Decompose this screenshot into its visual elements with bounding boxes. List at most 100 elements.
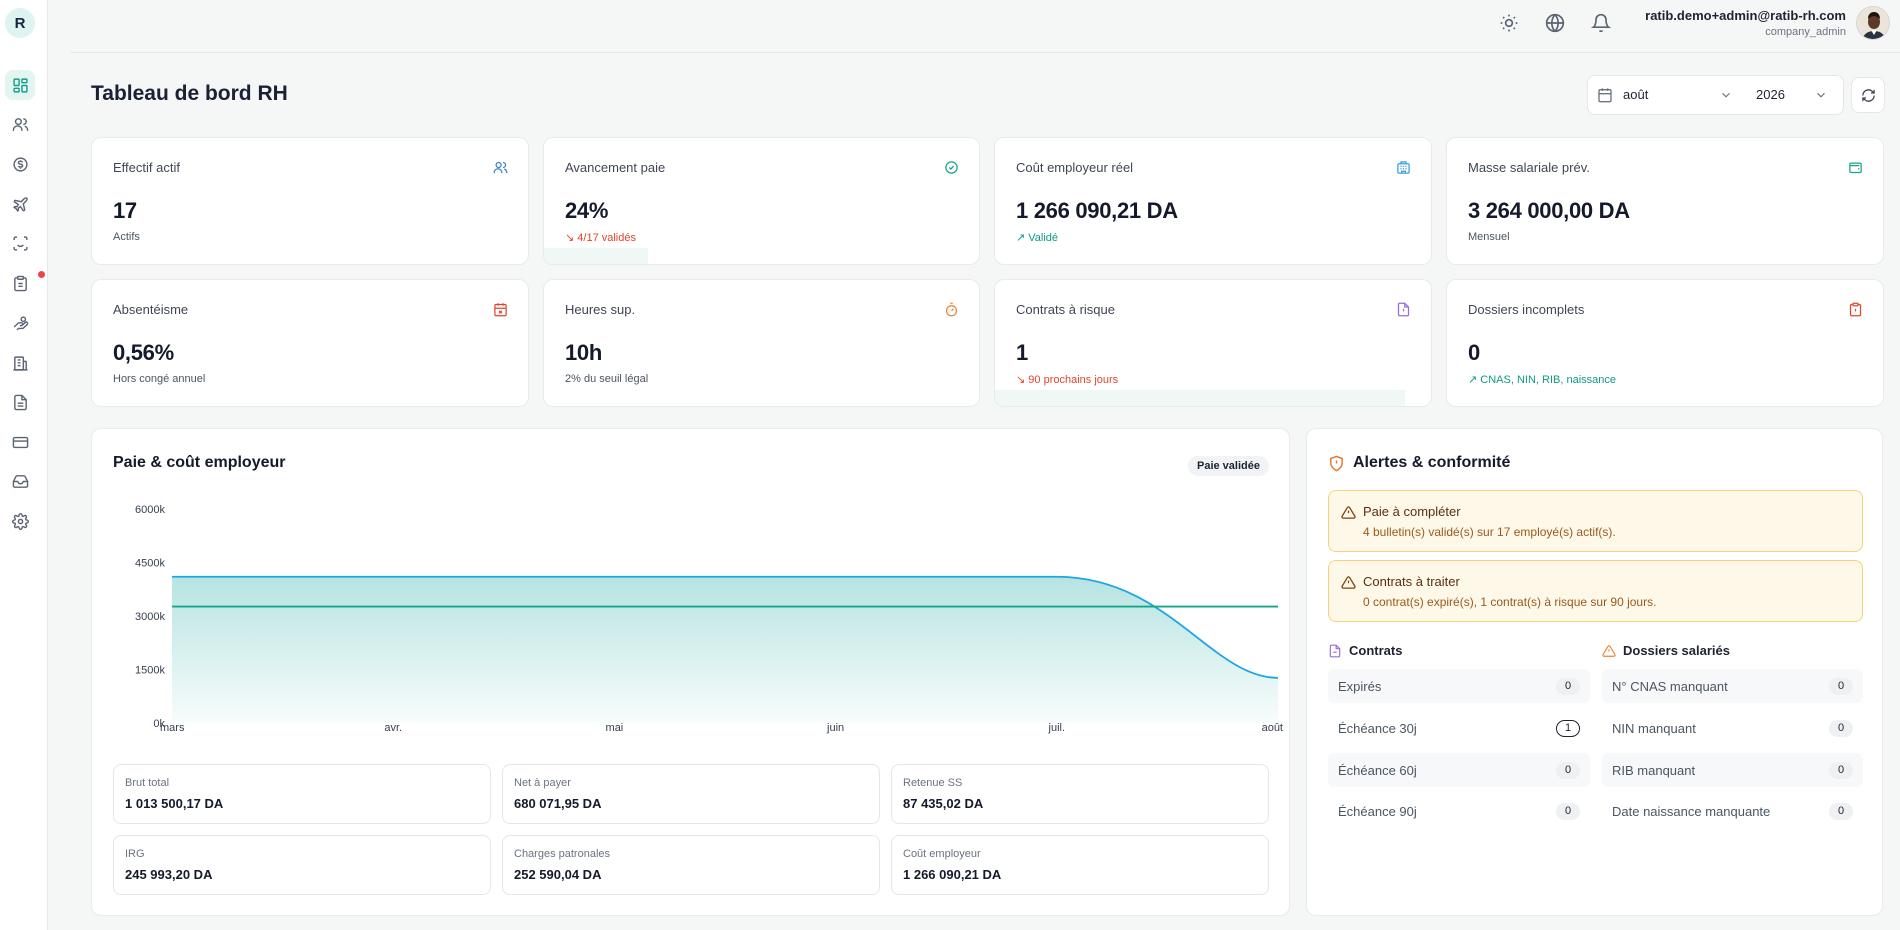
month-select[interactable]: août: [1623, 87, 1649, 102]
refresh-button[interactable]: [1851, 77, 1885, 113]
kpi-card-dossiers-incomplets[interactable]: Dossiers incomplets 0 ↗ CNAS, NIN, RIB, …: [1446, 279, 1884, 407]
dossier-row-rib[interactable]: RIB manquant 0: [1602, 753, 1863, 787]
stat-value: 1 013 500,17 DA: [125, 796, 224, 811]
count-badge: 0: [1829, 762, 1853, 779]
kpi-card-contrats-risque[interactable]: Contrats à risque 1 ↘ 90 prochains jours: [994, 279, 1432, 407]
notifications-button[interactable]: [1590, 13, 1612, 33]
app-logo[interactable]: R: [5, 8, 35, 38]
kpi-sub-text: 4/17 validés: [577, 232, 636, 244]
kpi-value: 3 264 000,00 DA: [1468, 198, 1630, 223]
sidebar-item-attendance[interactable]: [5, 228, 35, 258]
period-selector: août 2026: [1587, 75, 1844, 115]
kpi-card-avancement-paie[interactable]: Avancement paie 24% ↘ 4/17 validés: [543, 137, 980, 265]
kpi-label: Heures sup.: [565, 302, 636, 317]
avatar[interactable]: [1856, 6, 1890, 40]
sidebar-item-leaves[interactable]: [5, 189, 35, 219]
chart-title: Paie & coût employeur: [113, 454, 286, 471]
sidebar-item-tasks[interactable]: [5, 268, 35, 298]
alert-contrats[interactable]: Contrats à traiter 0 contrat(s) expiré(s…: [1328, 560, 1863, 622]
stat-card: Charges patronales 252 590,04 DA: [502, 835, 880, 895]
kpi-progress-track: [995, 390, 1405, 406]
contrat-row-90j[interactable]: Échéance 90j 0: [1328, 794, 1590, 828]
alert-title: Contrats à traiter: [1363, 574, 1460, 589]
kpi-sub: Hors congé annuel: [113, 373, 206, 385]
stat-value: 252 590,04 DA: [514, 867, 602, 882]
sidebar-item-payroll[interactable]: [5, 149, 35, 179]
check-circle-icon: [944, 160, 959, 175]
dossier-row-nin[interactable]: NIN manquant 0: [1602, 711, 1863, 745]
contrat-row-30j[interactable]: Échéance 30j 1: [1328, 711, 1590, 745]
kpi-card-effectif[interactable]: Effectif actif 17 Actifs: [91, 137, 529, 265]
kpi-sub-text: CNAS, NIN, RIB, naissance: [1480, 374, 1616, 386]
kpi-sub-text: 90 prochains jours: [1028, 374, 1119, 386]
x-tick-label: juil.: [1048, 722, 1066, 734]
row-label: RIB manquant: [1612, 763, 1696, 778]
user-email[interactable]: ratib.demo+admin@ratib-rh.com: [1645, 8, 1846, 23]
y-tick-label: 6000k: [135, 504, 165, 516]
stat-label: Brut total: [125, 777, 170, 789]
sidebar: R: [0, 0, 48, 930]
sidebar-item-inbox[interactable]: [5, 466, 35, 496]
sidebar-item-employees[interactable]: [5, 109, 35, 139]
trend-down-icon: ↘: [565, 232, 578, 244]
warning-icon: [1341, 575, 1356, 590]
year-select[interactable]: 2026: [1756, 87, 1785, 102]
row-label: Échéance 30j: [1338, 721, 1417, 736]
theme-toggle-button[interactable]: [1499, 13, 1519, 33]
kpi-sub: ↗ CNAS, NIN, RIB, naissance: [1468, 373, 1616, 386]
language-button[interactable]: [1545, 13, 1565, 33]
contrat-row-60j[interactable]: Échéance 60j 0: [1328, 753, 1590, 787]
dashboard-icon: [12, 77, 28, 93]
sidebar-item-billing[interactable]: [5, 427, 35, 457]
stat-label: Coût employeur: [903, 848, 981, 860]
sidebar-item-company[interactable]: [5, 348, 35, 378]
sidebar-item-dashboard[interactable]: [5, 70, 35, 100]
stat-label: Retenue SS: [903, 777, 963, 789]
kpi-label: Contrats à risque: [1016, 302, 1115, 317]
count-badge: 0: [1556, 803, 1580, 820]
y-tick-label: 0k: [153, 718, 165, 730]
plane-icon: [12, 196, 28, 212]
kpi-card-heures-sup[interactable]: Heures sup. 10h 2% du seuil légal: [543, 279, 980, 407]
sidebar-item-advances[interactable]: [5, 308, 35, 338]
kpi-label: Coût employeur réel: [1016, 160, 1134, 175]
chevron-down-icon[interactable]: [1719, 88, 1733, 102]
sidebar-item-settings[interactable]: [5, 506, 35, 536]
alert-paie[interactable]: Paie à compléter 4 bulletin(s) validé(s)…: [1328, 490, 1863, 552]
kpi-label: Absentéisme: [113, 302, 189, 317]
timer-icon: [944, 302, 959, 317]
warning-icon: [1602, 644, 1616, 658]
file-alert-icon: [1396, 302, 1411, 317]
calendar-icon: [1597, 87, 1613, 103]
kpi-label: Dossiers incomplets: [1468, 302, 1585, 317]
kpi-value: 1 266 090,21 DA: [1016, 198, 1178, 223]
kpi-label: Effectif actif: [113, 160, 180, 175]
x-tick-label: mars: [160, 722, 185, 734]
sidebar-item-documents[interactable]: [5, 387, 35, 417]
alert-title: Paie à compléter: [1363, 504, 1461, 519]
contrat-row-expires[interactable]: Expirés 0: [1328, 669, 1590, 703]
x-tick-label: avr.: [384, 722, 402, 734]
stat-label: Net à payer: [514, 777, 571, 789]
notification-dot: [38, 271, 45, 278]
clipboard-alert-icon: [1848, 302, 1863, 317]
y-tick-label: 4500k: [135, 558, 165, 570]
kpi-card-masse-salariale[interactable]: Masse salariale prév. 3 264 000,00 DA Me…: [1446, 137, 1884, 265]
kpi-value: 0: [1468, 340, 1480, 365]
kpi-sub: ↗ Validé: [1016, 231, 1058, 244]
kpi-card-cout-employeur[interactable]: Coût employeur réel 1 266 090,21 DA ↗ Va…: [994, 137, 1432, 265]
chevron-down-icon[interactable]: [1814, 88, 1828, 102]
kpi-card-absenteisme[interactable]: Absentéisme 0,56% Hors congé annuel: [91, 279, 529, 407]
sun-icon: [1500, 14, 1518, 32]
row-label: N° CNAS manquant: [1612, 679, 1728, 694]
globe-icon: [1545, 13, 1565, 33]
users-icon: [12, 117, 28, 131]
dossier-row-cnas[interactable]: N° CNAS manquant 0: [1602, 669, 1863, 703]
kpi-sub: ↘ 4/17 validés: [565, 231, 636, 244]
x-tick-label: mai: [606, 722, 624, 734]
payroll-chart-panel: Paie & coût employeur Paie validée 6000k…: [91, 428, 1290, 916]
contrats-heading: Contrats: [1349, 643, 1403, 658]
scan-face-icon: [12, 235, 28, 251]
dossier-row-naissance[interactable]: Date naissance manquante 0: [1602, 794, 1863, 828]
